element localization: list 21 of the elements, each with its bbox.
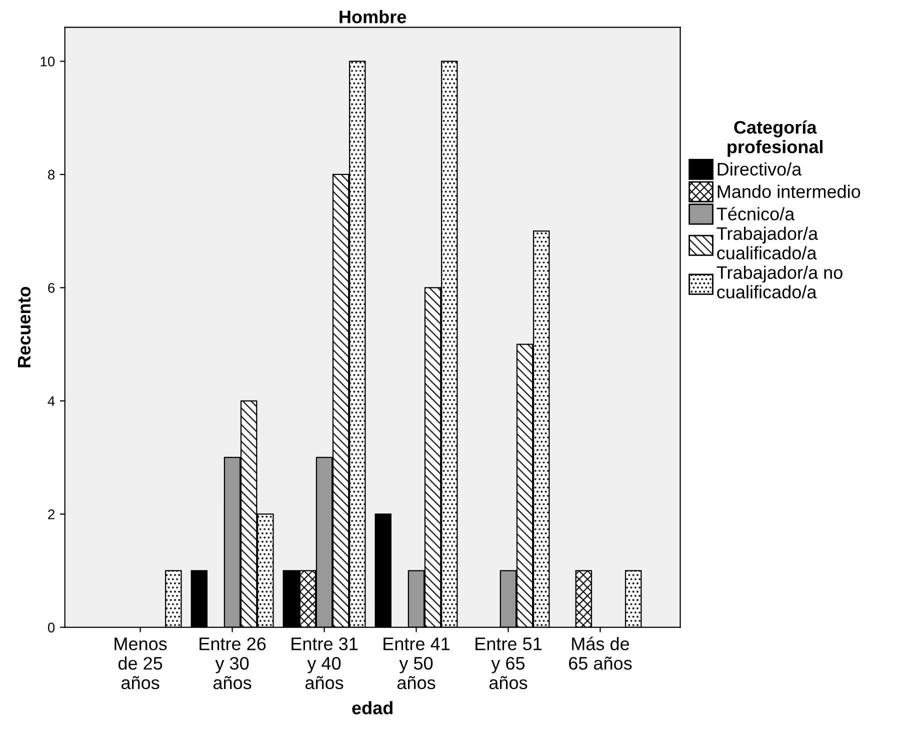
legend-label: Técnico/a: [716, 206, 795, 220]
y-tick-label: 2: [48, 509, 54, 520]
x-tick-label: Entre 26 y 30 años: [200, 638, 266, 690]
y-tick-label: 6: [48, 283, 55, 293]
y-tick-label: 10: [40, 56, 55, 66]
x-tick-label: Entre 51 y 65 años: [476, 638, 542, 690]
legend-label: Trabajador/a cualificado/a: [716, 226, 818, 260]
y-tick-label: 8: [48, 170, 55, 180]
x-axis-title: edad: [352, 701, 392, 714]
y-tick-label: 0: [48, 622, 55, 632]
x-tick-label: Entre 31 y 40 años: [292, 638, 358, 690]
legend-label: Trabajador/a no cualificado/a: [716, 266, 842, 298]
x-tick-label: Más de 65 años: [569, 636, 632, 670]
legend-label: Directivo/a: [718, 162, 802, 176]
x-tick-label: Entre 41 y 50 años: [384, 638, 450, 690]
chart-title: Hombre: [340, 10, 406, 24]
y-tick-label: 4: [48, 396, 55, 406]
legend-label: Mando intermedio: [718, 184, 860, 198]
x-tick-label: Menos de 25 años: [114, 638, 167, 690]
legend-title: Categoría profesional: [728, 120, 822, 157]
y-axis-title: Recuento: [18, 286, 31, 368]
